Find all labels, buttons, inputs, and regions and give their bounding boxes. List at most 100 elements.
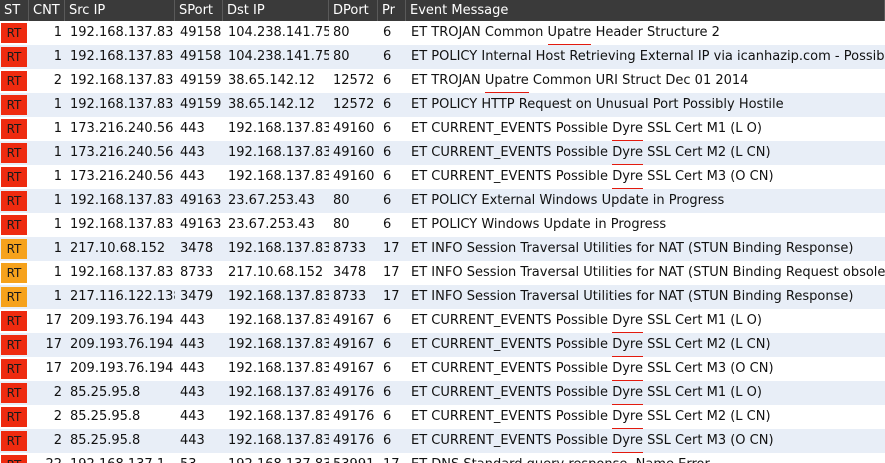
event-message-cell: ET POLICY HTTP Request on Unusual Port P… xyxy=(406,93,885,117)
src-ip-cell: 192.168.137.83 xyxy=(70,265,174,280)
event-row[interactable]: RT 1 173.216.240.56 443 192.168.137.83 49160 6… xyxy=(0,165,885,191)
event-row[interactable]: RT 1 173.216.240.56 443 192.168.137.83 49160 6… xyxy=(0,141,885,167)
event-message-cell: ET CURRENT_EVENTS Possible Dyre SSL Cert… xyxy=(406,165,885,191)
src-ip-cell: 209.193.76.194 xyxy=(70,337,174,352)
event-row[interactable]: RT 1 217.10.68.152 3478 192.168.137.83 8733 17… xyxy=(0,237,885,261)
status-badge: RT xyxy=(1,119,27,139)
event-message-cell: ET POLICY External Windows Update in Pro… xyxy=(406,189,885,213)
column-header-cnt[interactable]: CNT xyxy=(29,0,65,21)
message-text-suffix: SSL Cert M1 (L O) xyxy=(642,313,762,328)
event-row[interactable]: RT 1 192.168.137.83 49159 38.65.142.12 12572 6… xyxy=(0,93,885,117)
protocol-cell: 17 xyxy=(383,265,400,280)
message-text: ET POLICY Internal Host Retrieving Exter… xyxy=(411,49,885,64)
column-header-event-message[interactable]: Event Message xyxy=(406,0,885,21)
dport-cell: 3478 xyxy=(333,265,367,280)
message-text: ET POLICY HTTP Request on Unusual Port P… xyxy=(411,97,784,112)
event-row[interactable]: RT 1 217.116.122.138 3479 192.168.137.83 8733… xyxy=(0,285,885,309)
message-text: ET TROJAN xyxy=(411,73,485,88)
column-header-sport[interactable]: SPort xyxy=(175,0,223,21)
dport-cell: 49176 xyxy=(333,409,375,424)
sport-cell: 3479 xyxy=(180,289,214,304)
count-cell: 1 xyxy=(53,169,62,184)
status-cell: RT xyxy=(0,45,29,69)
dst-ip-cell: 192.168.137.83 xyxy=(228,361,329,376)
column-header-protocol[interactable]: Pr xyxy=(378,0,406,21)
message-text: ET INFO Session Traversal Utilities for … xyxy=(411,265,885,280)
event-row[interactable]: RT 2 85.25.95.8 443 192.168.137.83 49176 6 ET C… xyxy=(0,429,885,455)
event-row[interactable]: RT 2 85.25.95.8 443 192.168.137.83 49176 6 ET C… xyxy=(0,381,885,407)
event-row[interactable]: RT 1 192.168.137.83 8733 217.10.68.152 3478 17… xyxy=(0,261,885,285)
status-cell: RT xyxy=(0,453,29,463)
message-text-suffix: SSL Cert M2 (L CN) xyxy=(642,145,771,160)
count-cell: 2 xyxy=(53,409,62,424)
event-row[interactable]: RT 1 192.168.137.83 49158 104.238.141.75 80 6 E… xyxy=(0,21,885,47)
src-ip-cell: 192.168.137.83 xyxy=(70,217,174,232)
message-text-suffix: Header Structure 2 xyxy=(591,25,720,40)
event-message-cell: ET INFO Session Traversal Utilities for … xyxy=(406,261,885,285)
event-message-cell: ET TROJAN Upatre Common URI Struct Dec 0… xyxy=(406,69,885,95)
dport-cell: 49176 xyxy=(333,385,375,400)
protocol-cell: 17 xyxy=(378,453,406,463)
protocol-cell: 6 xyxy=(383,121,392,136)
protocol-cell: 6 xyxy=(383,361,392,376)
status-badge: RT xyxy=(1,455,27,463)
sport-cell: 49159 xyxy=(180,97,222,112)
dst-ip-cell: 192.168.137.83 xyxy=(223,453,329,463)
status-badge: RT xyxy=(1,431,27,451)
status-cell: RT xyxy=(0,357,29,381)
src-ip-cell: 209.193.76.194 xyxy=(70,313,174,328)
column-header-src-ip[interactable]: Src IP xyxy=(65,0,175,21)
protocol-cell: 6 xyxy=(383,217,392,232)
message-text: ET CURRENT_EVENTS Possible xyxy=(411,121,613,136)
status-badge: RT xyxy=(1,167,27,187)
highlighted-keyword: Dyre xyxy=(612,333,643,359)
dst-ip-cell: 38.65.142.12 xyxy=(228,97,315,112)
event-message-cell: ET CURRENT_EVENTS Possible Dyre SSL Cert… xyxy=(406,141,885,167)
event-row[interactable]: RT 1 192.168.137.83 49163 23.67.253.43 80 6 ET … xyxy=(0,189,885,213)
src-ip-cell: 192.168.137.83 xyxy=(70,25,174,40)
message-text-suffix: SSL Cert M3 (O CN) xyxy=(642,433,774,448)
count-cell: 17 xyxy=(45,361,62,376)
event-row[interactable]: RT 1 192.168.137.83 49163 23.67.253.43 80 6 ET … xyxy=(0,213,885,237)
status-cell: RT xyxy=(0,117,29,141)
sport-cell: 443 xyxy=(180,169,205,184)
sport-cell: 443 xyxy=(180,313,205,328)
dport-cell: 49160 xyxy=(333,145,375,160)
column-header-dport[interactable]: DPort xyxy=(329,0,378,21)
protocol-cell: 6 xyxy=(383,145,392,160)
event-row[interactable]: RT 1 192.168.137.83 49158 104.238.141.75 80 6 E… xyxy=(0,45,885,69)
count-cell: 1 xyxy=(53,145,62,160)
column-header-st[interactable]: ST xyxy=(0,0,29,21)
count-cell: 2 xyxy=(53,73,62,88)
status-cell: RT xyxy=(0,69,29,93)
event-row[interactable]: RT 2 85.25.95.8 443 192.168.137.83 49176 6 ET C… xyxy=(0,405,885,431)
event-row[interactable]: RT 17 209.193.76.194 443 192.168.137.83 49167… xyxy=(0,333,885,359)
event-row[interactable]: RT 17 209.193.76.194 443 192.168.137.83 49167… xyxy=(0,357,885,383)
event-row[interactable]: RT 2 192.168.137.83 49159 38.65.142.12 12572 6… xyxy=(0,69,885,95)
sport-cell: 443 xyxy=(180,433,205,448)
event-message-cell: ET CURRENT_EVENTS Possible Dyre SSL Cert… xyxy=(406,117,885,143)
status-badge: RT xyxy=(1,335,27,355)
message-text-suffix: SSL Cert M3 (O CN) xyxy=(642,169,774,184)
message-text-suffix: Common URI Struct Dec 01 2014 xyxy=(528,73,749,88)
event-row[interactable]: RT 1 173.216.240.56 443 192.168.137.83 49160 6… xyxy=(0,117,885,143)
dport-cell: 49176 xyxy=(333,433,375,448)
event-row[interactable]: RT22192.168.137.153192.168.137.835399117… xyxy=(0,453,885,463)
grid-header: ST CNT Src IP SPort Dst IP DPort Pr Even… xyxy=(0,0,885,21)
count-cell: 22 xyxy=(29,453,65,463)
message-text: ET CURRENT_EVENTS Possible xyxy=(411,337,613,352)
src-ip-cell: 192.168.137.1 xyxy=(65,453,175,463)
status-cell: RT xyxy=(0,429,29,453)
count-cell: 2 xyxy=(53,385,62,400)
src-ip-cell: 192.168.137.83 xyxy=(70,193,174,208)
src-ip-cell: 192.168.137.83 xyxy=(70,97,174,112)
message-text: ET CURRENT_EVENTS Possible xyxy=(411,145,613,160)
dst-ip-cell: 192.168.137.83 xyxy=(228,313,329,328)
event-row[interactable]: RT 17 209.193.76.194 443 192.168.137.83 49167… xyxy=(0,309,885,335)
dst-ip-cell: 192.168.137.83 xyxy=(228,409,329,424)
event-message-cell: ET CURRENT_EVENTS Possible Dyre SSL Cert… xyxy=(406,381,885,407)
sport-cell: 53 xyxy=(175,453,223,463)
sport-cell: 443 xyxy=(180,145,205,160)
column-header-dst-ip[interactable]: Dst IP xyxy=(223,0,329,21)
